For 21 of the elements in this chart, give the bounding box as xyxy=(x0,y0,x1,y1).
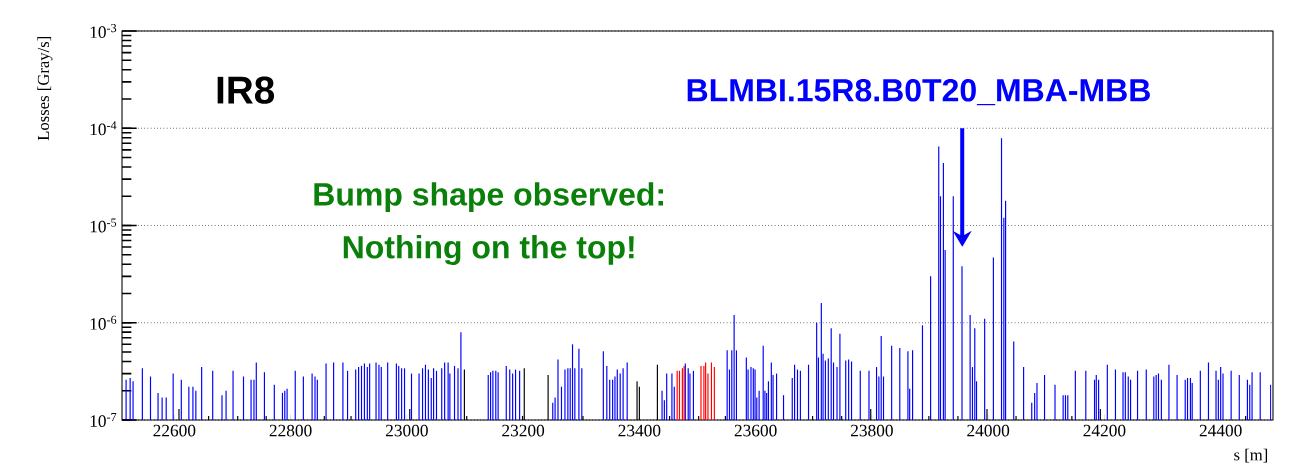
x-tick-label: 23000 xyxy=(385,424,428,437)
y-tick-label: 10$^{-3}$ xyxy=(90,24,117,39)
y-tick-label: 10$^{-5}$ xyxy=(90,218,117,233)
annotation: IR8 xyxy=(217,76,275,104)
x-tick-label: 22600 xyxy=(153,424,196,437)
y-axis-title: Losses [Gray/s] xyxy=(37,36,53,141)
x-tick-label: 24200 xyxy=(1083,424,1126,437)
annotation: BLMBI.15R8.B0T20_MBA-MBB xyxy=(687,78,1150,106)
x-tick-label: 23400 xyxy=(618,424,661,437)
x-axis-title: s [m] xyxy=(1234,448,1268,463)
x-tick-label: 22800 xyxy=(269,424,312,437)
annotation: Nothing on the top! xyxy=(343,235,634,265)
x-tick-label: 24400 xyxy=(1199,424,1242,437)
y-tick-label: 10$^{-7}$ xyxy=(90,413,117,427)
y-tick-label: 10$^{-4}$ xyxy=(90,121,117,136)
x-tick-label: 23200 xyxy=(502,424,545,437)
x-tick-label: 23800 xyxy=(850,424,893,437)
x-tick-label: 24000 xyxy=(967,424,1010,437)
x-tick-label: 23600 xyxy=(734,424,777,437)
annotation: Bump shape observed: xyxy=(314,182,663,213)
y-tick-label: 10$^{-6}$ xyxy=(90,315,117,330)
